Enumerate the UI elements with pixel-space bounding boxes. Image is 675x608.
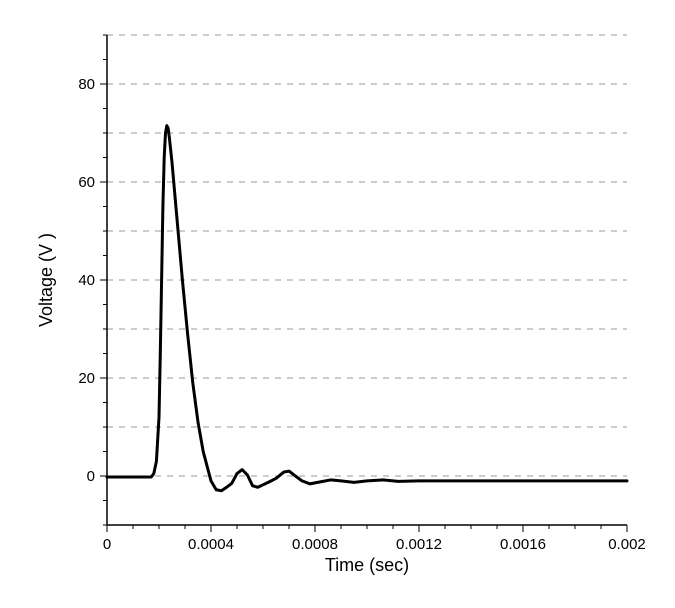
- svg-text:0.0016: 0.0016: [500, 536, 546, 553]
- voltage-time-chart: 0 0.0004 0.0008 0.0012 0.0016 0.002 0 20 40 60 80 T…: [0, 0, 675, 608]
- chart-svg: 0 0.0004 0.0008 0.0012 0.0016 0.002 0 20 40 60 80 T…: [0, 0, 675, 608]
- svg-text:0.0008: 0.0008: [292, 536, 338, 553]
- x-axis-label: Time (sec): [325, 555, 409, 575]
- svg-text:20: 20: [78, 370, 95, 387]
- svg-text:40: 40: [78, 272, 95, 289]
- svg-text:80: 80: [78, 76, 95, 93]
- svg-text:0.002: 0.002: [608, 536, 646, 553]
- svg-text:60: 60: [78, 174, 95, 191]
- svg-text:0: 0: [87, 468, 95, 485]
- svg-text:0: 0: [103, 536, 111, 553]
- svg-text:0.0004: 0.0004: [188, 536, 234, 553]
- y-axis-label: Voltage (V ): [36, 233, 56, 327]
- svg-text:0.0012: 0.0012: [396, 536, 442, 553]
